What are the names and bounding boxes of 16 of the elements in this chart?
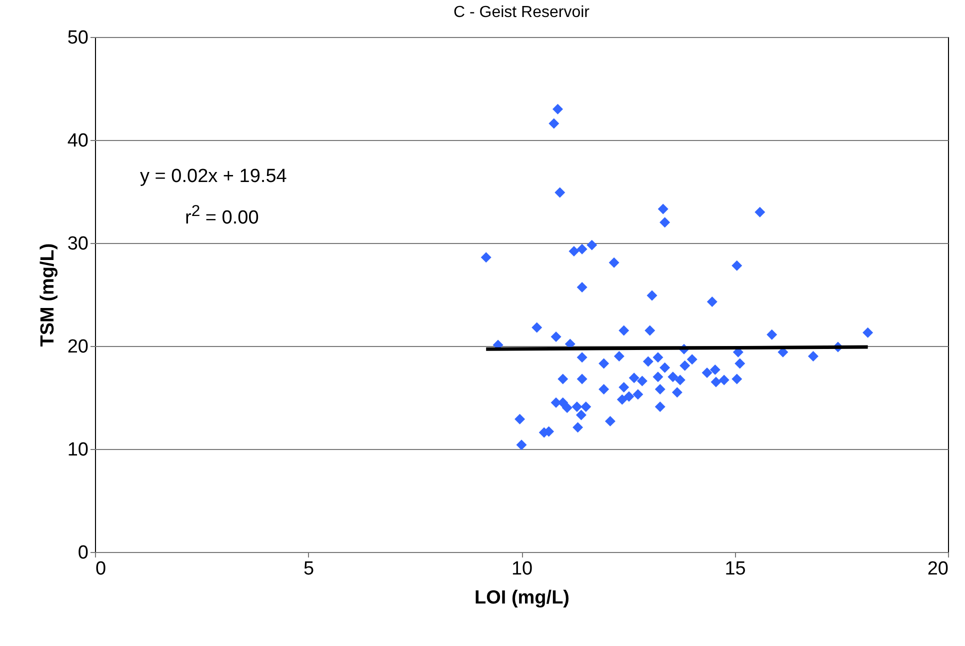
annotation: r$^{2}$ = 0.00 [185,203,259,230]
y-tick-label: 50 [67,28,88,48]
x-tick-label: 10 [511,558,533,580]
y-axis-title: TSM (mg/L) [37,243,58,347]
x-axis-title: LOI (mg/L) [474,588,570,608]
x-tick-label: 5 [303,558,314,580]
y-tick-label: 30 [67,234,88,254]
annotation: y = 0.02x + 19.54 [140,166,287,188]
x-tick-label: 15 [724,558,746,580]
y-tick-label: 40 [67,130,88,152]
x-tick-label: 20 [927,558,948,580]
y-tick-label: 0 [78,542,88,564]
x-tick-label: 0 [96,558,106,580]
y-tick-label: 20 [67,336,88,358]
y-tick-label: 10 [67,440,88,460]
chart-title: C - Geist Reservoir [453,4,590,21]
